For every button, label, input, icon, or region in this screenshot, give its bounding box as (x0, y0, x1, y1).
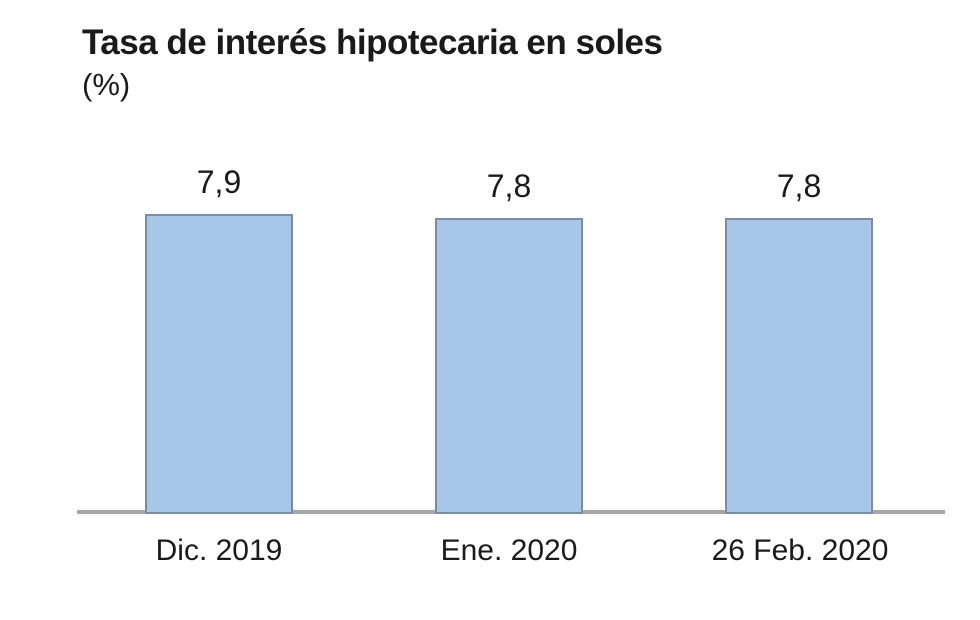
chart-title-block: Tasa de interés hipotecaria en soles (%) (82, 20, 663, 104)
bar-dic-2019 (145, 214, 293, 514)
x-tick-label-ene-2020: Ene. 2020 (440, 534, 578, 567)
bar-group-ene-2020: 7,8 (435, 168, 583, 514)
bar-ene-2020 (435, 218, 583, 514)
bar-group-26-feb-2020: 7,8 (725, 168, 873, 514)
bar-value-label: 7,9 (196, 164, 242, 200)
bar-group-dic-2019: 7,9 (145, 164, 293, 514)
x-tick-label-dic-2019: Dic. 2019 (155, 534, 283, 567)
bar-value-label: 7,8 (486, 168, 532, 204)
chart-title: Tasa de interés hipotecaria en soles (82, 23, 663, 62)
chart-unit-label: (%) (82, 67, 131, 102)
bar-26-feb-2020 (725, 218, 873, 514)
bar-value-label: 7,8 (776, 168, 822, 204)
x-tick-label-26-feb-2020: 26 Feb. 2020 (711, 534, 889, 567)
